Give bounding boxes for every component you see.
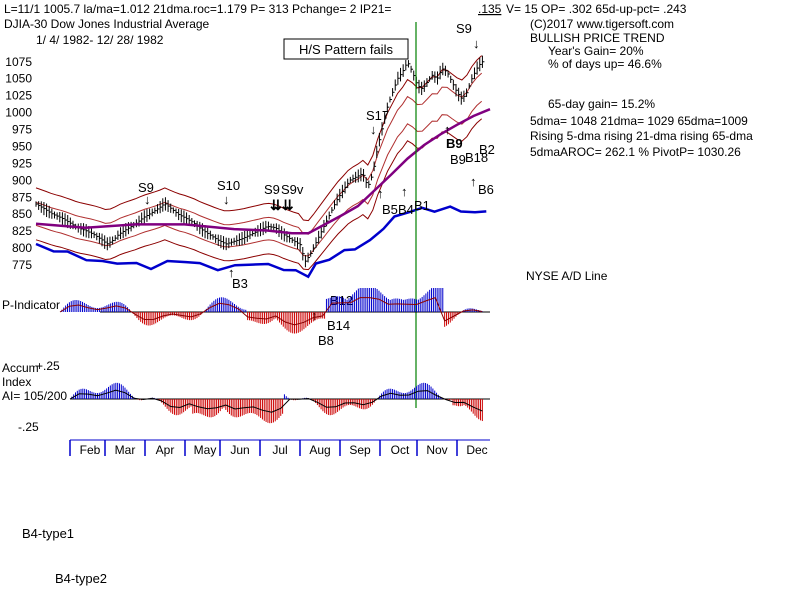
ma65-line — [35, 108, 491, 235]
buy-arrow: ↑ — [470, 174, 477, 189]
band-line — [35, 72, 483, 235]
y-tick-label: 975 — [12, 123, 32, 137]
signal-b2: B2 — [479, 142, 495, 157]
hs-pattern-label: H/S Pattern fails — [299, 42, 393, 57]
y-tick-label: 1075 — [5, 55, 32, 69]
bands — [35, 55, 483, 271]
sell-arrow: ↓ — [370, 122, 377, 137]
ai-value: AI= 105/200 — [2, 389, 67, 403]
p-indicator-bars — [61, 288, 483, 334]
band-line — [35, 100, 483, 257]
hs-pattern-box — [283, 38, 409, 60]
accum-tick-top: +.25 — [36, 359, 60, 373]
accum-label: Accum — [2, 361, 39, 375]
years-gain: Year's Gain= 20% — [548, 44, 644, 58]
signal-s10: S10 — [217, 178, 240, 193]
accum-tick-bottom: -.25 — [18, 420, 39, 434]
header-line1b: V= 15 OP= .302 65d-up-pct= .243 — [506, 2, 687, 16]
buy-arrow: ↑ — [377, 186, 384, 201]
nyse-ad-line — [35, 205, 487, 279]
copyright: (C)2017 www.tigersoft.com — [530, 17, 674, 31]
sell-arrows-cluster: ⇊⇊ — [270, 197, 294, 213]
month-label: Nov — [426, 443, 447, 457]
y-tick-label: 850 — [12, 207, 32, 221]
y-tick-label: 1050 — [5, 72, 32, 86]
month-label: Sep — [349, 443, 371, 457]
signal-b18: B18 — [465, 150, 488, 165]
buy-arrow: ↑ — [444, 122, 451, 137]
signal-b3: B3 — [232, 276, 248, 291]
x-axis: Feb Mar Apr May Jun Jul Aug Sep Oct Nov Dec — [69, 440, 488, 457]
month-label: Dec — [466, 443, 487, 457]
sell-arrow: ↓ — [473, 36, 480, 51]
month-label: Jun — [230, 443, 249, 457]
dma-values: 5dma= 1048 21dma= 1029 65dma=1009 — [530, 114, 748, 128]
sell-arrow: ↓ — [223, 192, 230, 207]
signal-s9-b: S9 — [264, 182, 280, 197]
signal-s17: S17 — [366, 108, 389, 123]
chart-title: DJIA-30 Dow Jones Industrial Average — [4, 17, 210, 31]
signal-b9: B9 — [450, 152, 466, 167]
y-tick-label: 1000 — [5, 106, 32, 120]
price-bars — [35, 55, 485, 268]
aroc-pivot: 5dmaAROC= 262.1 % PivotP= 1030.26 — [530, 145, 741, 159]
p-indicator-average — [59, 296, 483, 326]
month-label: Aug — [309, 443, 330, 457]
signal-b9-bold: B9 — [446, 136, 463, 151]
y-tick-label: 950 — [12, 139, 32, 153]
band-line — [35, 118, 483, 271]
sell-arrow: ↓ — [144, 192, 151, 207]
y-tick-label: 925 — [12, 156, 32, 170]
ip21-value: .135 — [478, 2, 502, 16]
buy-arrow: ↑ — [311, 308, 318, 323]
signal-s9-c: S9 — [456, 21, 472, 36]
signal-s9-a: S9 — [138, 180, 154, 195]
index-label: Index — [2, 375, 31, 389]
y-tick-label: 1025 — [5, 89, 32, 103]
rising-dma: Rising 5-dma rising 21-dma rising 65-dma — [530, 129, 753, 143]
month-label: May — [194, 443, 217, 457]
signal-b5: B5 — [382, 202, 398, 217]
signal-b6: B6 — [478, 182, 494, 197]
y-tick-label: 875 — [12, 190, 32, 204]
month-label: Mar — [115, 443, 136, 457]
month-label: Oct — [391, 443, 410, 457]
signal-b1: B1 — [414, 198, 430, 213]
b4-type1-label: B4-type1 — [22, 526, 74, 541]
y-axis: 775 800 825 850 875 900 925 950 975 1000 1025 1050 1… — [5, 55, 32, 272]
buy-arrow: ↑ — [228, 265, 235, 280]
trend-label: BULLISH PRICE TREND — [530, 31, 665, 45]
b4-type2-label: B4-type2 — [55, 571, 107, 586]
gain-65: 65-day gain= 15.2% — [548, 97, 655, 111]
month-label: Jul — [272, 443, 287, 457]
month-label: Apr — [156, 443, 175, 457]
signal-s9v: S9v — [281, 182, 304, 197]
header-line1: L=11/1 1005.7 la/ma=1.012 21dma.roc=1.17… — [4, 2, 391, 16]
month-label: Feb — [80, 443, 101, 457]
y-tick-label: 800 — [12, 241, 32, 255]
y-tick-label: 775 — [12, 258, 32, 272]
accum-bars — [71, 382, 483, 424]
accum-average — [69, 389, 483, 413]
signal-b4: B4 — [398, 202, 414, 217]
signal-b8: B8 — [318, 333, 334, 348]
signal-b14: B14 — [327, 318, 350, 333]
buy-arrow: ↑ — [401, 184, 408, 199]
ad-line-label: NYSE A/D Line — [526, 269, 608, 283]
days-up: % of days up= 46.6% — [548, 57, 662, 71]
p-indicator-label: P-Indicator — [2, 298, 60, 312]
y-tick-label: 825 — [12, 224, 32, 238]
date-range: 1/ 4/ 1982- 12/ 28/ 1982 — [36, 33, 164, 47]
band-line — [35, 55, 483, 222]
y-tick-label: 900 — [12, 173, 32, 187]
